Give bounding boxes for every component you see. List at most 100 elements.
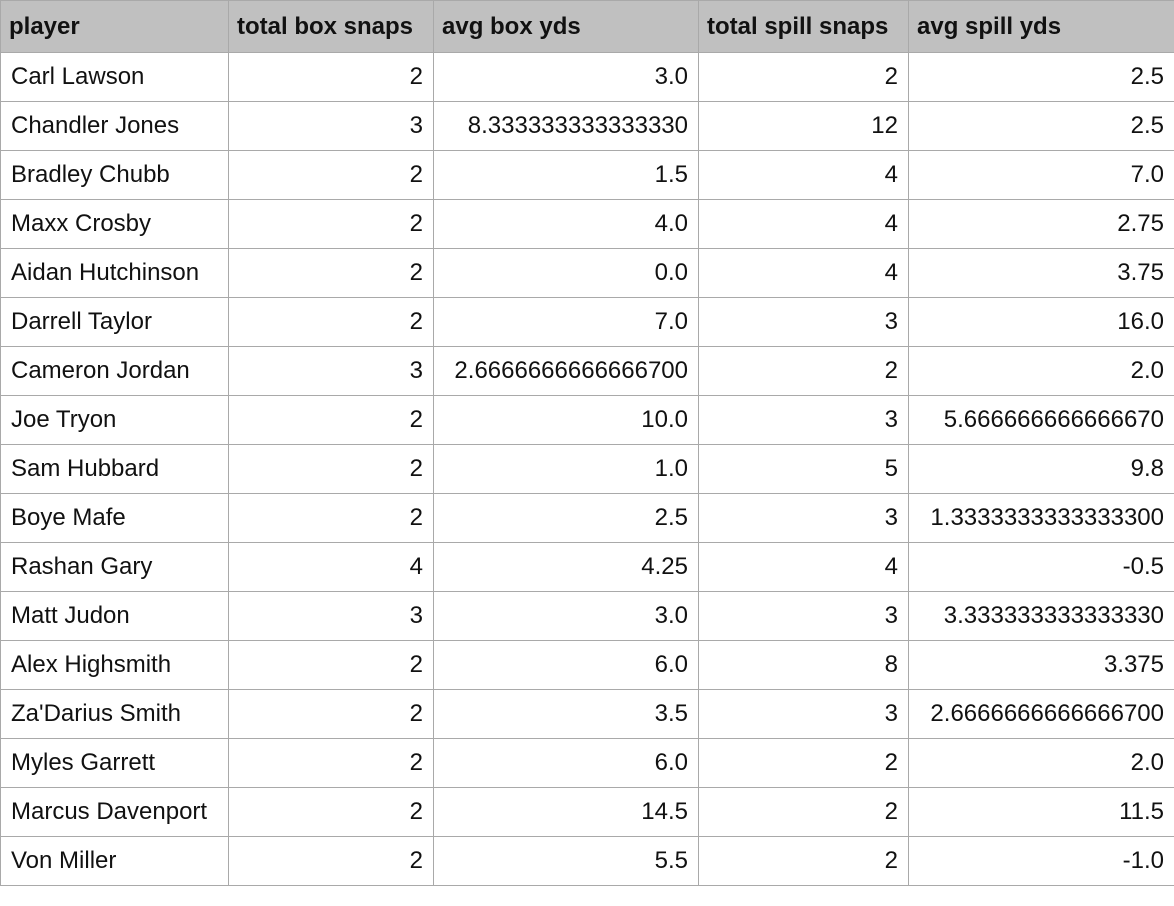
column-header-avg-box-yds[interactable]: avg box yds: [433, 0, 699, 53]
cell-avg-spill-yds[interactable]: 9.8: [908, 444, 1174, 494]
cell-total-spill-snaps[interactable]: 12: [698, 101, 909, 151]
cell-total-spill-snaps[interactable]: 4: [698, 199, 909, 249]
cell-total-spill-snaps[interactable]: 5: [698, 444, 909, 494]
cell-avg-spill-yds[interactable]: 2.0: [908, 346, 1174, 396]
cell-total-box-snaps[interactable]: 2: [228, 640, 434, 690]
cell-total-spill-snaps[interactable]: 4: [698, 248, 909, 298]
cell-player[interactable]: Matt Judon: [0, 591, 229, 641]
cell-avg-box-yds[interactable]: 1.5: [433, 150, 699, 200]
cell-player[interactable]: Von Miller: [0, 836, 229, 886]
cell-total-spill-snaps[interactable]: 3: [698, 395, 909, 445]
cell-player[interactable]: Cameron Jordan: [0, 346, 229, 396]
cell-avg-box-yds[interactable]: 14.5: [433, 787, 699, 837]
cell-player[interactable]: Boye Mafe: [0, 493, 229, 543]
cell-avg-spill-yds[interactable]: 2.5: [908, 52, 1174, 102]
cell-total-box-snaps[interactable]: 2: [228, 248, 434, 298]
cell-total-spill-snaps[interactable]: 3: [698, 297, 909, 347]
cell-total-spill-snaps[interactable]: 8: [698, 640, 909, 690]
cell-total-spill-snaps[interactable]: 4: [698, 542, 909, 592]
cell-player[interactable]: Sam Hubbard: [0, 444, 229, 494]
column-header-total-box-snaps[interactable]: total box snaps: [228, 0, 434, 53]
cell-player[interactable]: Darrell Taylor: [0, 297, 229, 347]
cell-total-box-snaps[interactable]: 2: [228, 150, 434, 200]
cell-total-box-snaps[interactable]: 2: [228, 836, 434, 886]
cell-avg-box-yds[interactable]: 2.5: [433, 493, 699, 543]
cell-total-box-snaps[interactable]: 2: [228, 493, 434, 543]
cell-total-spill-snaps[interactable]: 3: [698, 591, 909, 641]
cell-avg-box-yds[interactable]: 4.0: [433, 199, 699, 249]
header-row: player total box snaps avg box yds total…: [0, 0, 1174, 53]
table-body: Carl Lawson 2 3.0 2 2.5 Chandler Jones 3 8.3333…: [0, 52, 1174, 886]
cell-total-spill-snaps[interactable]: 2: [698, 346, 909, 396]
cell-avg-spill-yds[interactable]: 3.75: [908, 248, 1174, 298]
cell-total-spill-snaps[interactable]: 2: [698, 738, 909, 788]
cell-avg-spill-yds[interactable]: 16.0: [908, 297, 1174, 347]
cell-avg-box-yds[interactable]: 6.0: [433, 640, 699, 690]
cell-avg-box-yds[interactable]: 0.0: [433, 248, 699, 298]
cell-avg-spill-yds[interactable]: 2.0: [908, 738, 1174, 788]
cell-total-box-snaps[interactable]: 3: [228, 101, 434, 151]
cell-avg-spill-yds[interactable]: 2.75: [908, 199, 1174, 249]
table-row: Boye Mafe 2 2.5 3 1.3333333333333300: [0, 493, 1174, 543]
cell-player[interactable]: Rashan Gary: [0, 542, 229, 592]
cell-player[interactable]: Aidan Hutchinson: [0, 248, 229, 298]
cell-total-box-snaps[interactable]: 4: [228, 542, 434, 592]
table-row: Sam Hubbard 2 1.0 5 9.8: [0, 444, 1174, 494]
cell-avg-box-yds[interactable]: 1.0: [433, 444, 699, 494]
cell-player[interactable]: Alex Highsmith: [0, 640, 229, 690]
cell-avg-spill-yds[interactable]: 2.6666666666666700: [908, 689, 1174, 739]
cell-avg-spill-yds[interactable]: -0.5: [908, 542, 1174, 592]
cell-avg-spill-yds[interactable]: 3.333333333333330: [908, 591, 1174, 641]
cell-avg-spill-yds[interactable]: 3.375: [908, 640, 1174, 690]
cell-avg-spill-yds[interactable]: 2.5: [908, 101, 1174, 151]
cell-total-box-snaps[interactable]: 2: [228, 395, 434, 445]
cell-avg-box-yds[interactable]: 2.6666666666666700: [433, 346, 699, 396]
cell-total-box-snaps[interactable]: 2: [228, 738, 434, 788]
cell-total-box-snaps[interactable]: 2: [228, 199, 434, 249]
cell-player[interactable]: Myles Garrett: [0, 738, 229, 788]
table-row: Marcus Davenport 2 14.5 2 11.5: [0, 787, 1174, 837]
cell-total-spill-snaps[interactable]: 3: [698, 493, 909, 543]
cell-total-box-snaps[interactable]: 3: [228, 591, 434, 641]
cell-player[interactable]: Joe Tryon: [0, 395, 229, 445]
cell-avg-box-yds[interactable]: 10.0: [433, 395, 699, 445]
cell-avg-box-yds[interactable]: 6.0: [433, 738, 699, 788]
cell-player[interactable]: Carl Lawson: [0, 52, 229, 102]
column-header-total-spill-snaps[interactable]: total spill snaps: [698, 0, 909, 53]
cell-total-box-snaps[interactable]: 2: [228, 52, 434, 102]
cell-total-box-snaps[interactable]: 3: [228, 346, 434, 396]
cell-total-box-snaps[interactable]: 2: [228, 444, 434, 494]
cell-player[interactable]: Maxx Crosby: [0, 199, 229, 249]
cell-player[interactable]: Bradley Chubb: [0, 150, 229, 200]
column-header-player[interactable]: player: [0, 0, 229, 53]
cell-avg-spill-yds[interactable]: 1.3333333333333300: [908, 493, 1174, 543]
cell-total-spill-snaps[interactable]: 4: [698, 150, 909, 200]
column-header-avg-spill-yds[interactable]: avg spill yds: [908, 0, 1174, 53]
cell-avg-spill-yds[interactable]: -1.0: [908, 836, 1174, 886]
cell-total-spill-snaps[interactable]: 3: [698, 689, 909, 739]
cell-total-spill-snaps[interactable]: 2: [698, 52, 909, 102]
cell-total-box-snaps[interactable]: 2: [228, 689, 434, 739]
cell-avg-box-yds[interactable]: 3.0: [433, 52, 699, 102]
cell-avg-box-yds[interactable]: 5.5: [433, 836, 699, 886]
cell-total-box-snaps[interactable]: 2: [228, 787, 434, 837]
table-row: Matt Judon 3 3.0 3 3.333333333333330: [0, 591, 1174, 641]
cell-total-spill-snaps[interactable]: 2: [698, 836, 909, 886]
cell-avg-spill-yds[interactable]: 5.666666666666670: [908, 395, 1174, 445]
table-row: Cameron Jordan 3 2.6666666666666700 2 2.0: [0, 346, 1174, 396]
cell-player[interactable]: Marcus Davenport: [0, 787, 229, 837]
cell-avg-spill-yds[interactable]: 11.5: [908, 787, 1174, 837]
cell-player[interactable]: Chandler Jones: [0, 101, 229, 151]
cell-avg-box-yds[interactable]: 3.5: [433, 689, 699, 739]
cell-total-spill-snaps[interactable]: 2: [698, 787, 909, 837]
cell-avg-box-yds[interactable]: 8.333333333333330: [433, 101, 699, 151]
cell-avg-box-yds[interactable]: 3.0: [433, 591, 699, 641]
cell-player[interactable]: Za'Darius Smith: [0, 689, 229, 739]
cell-avg-box-yds[interactable]: 7.0: [433, 297, 699, 347]
cell-avg-spill-yds[interactable]: 7.0: [908, 150, 1174, 200]
table-row: Carl Lawson 2 3.0 2 2.5: [0, 52, 1174, 102]
cell-total-box-snaps[interactable]: 2: [228, 297, 434, 347]
table-row: Aidan Hutchinson 2 0.0 4 3.75: [0, 248, 1174, 298]
cell-avg-box-yds[interactable]: 4.25: [433, 542, 699, 592]
table-row: Joe Tryon 2 10.0 3 5.666666666666670: [0, 395, 1174, 445]
